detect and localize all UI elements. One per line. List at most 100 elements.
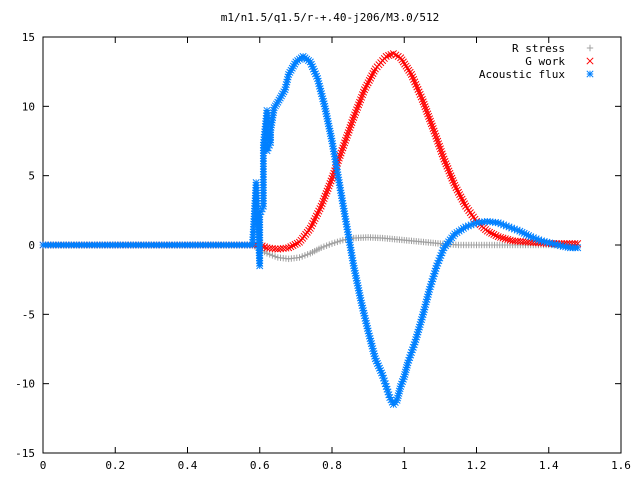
data-point bbox=[362, 83, 370, 91]
data-point bbox=[341, 136, 350, 144]
data-point bbox=[424, 110, 432, 118]
data-point bbox=[497, 233, 505, 241]
x-tick-label: 0.8 bbox=[322, 459, 342, 472]
data-point bbox=[504, 235, 512, 244]
data-point bbox=[360, 86, 369, 94]
data-point bbox=[354, 103, 362, 111]
data-point bbox=[499, 234, 507, 242]
data-point bbox=[437, 147, 445, 155]
data-point bbox=[460, 200, 469, 208]
data-point bbox=[435, 140, 443, 148]
data-point bbox=[321, 192, 329, 200]
data-point bbox=[441, 157, 449, 165]
x-tick-label: 1.4 bbox=[539, 459, 559, 472]
data-point bbox=[450, 179, 458, 187]
data-point bbox=[334, 238, 341, 246]
data-point bbox=[425, 112, 433, 120]
legend-marker bbox=[586, 57, 594, 65]
data-point bbox=[405, 66, 413, 74]
data-point bbox=[435, 142, 444, 150]
data-point bbox=[287, 243, 295, 251]
data-point bbox=[494, 233, 502, 241]
data-point bbox=[442, 160, 450, 168]
data-point bbox=[324, 184, 332, 193]
data-point bbox=[357, 96, 365, 104]
data-point bbox=[430, 127, 438, 135]
data-point bbox=[451, 181, 459, 189]
data-point bbox=[351, 111, 359, 119]
data-point bbox=[322, 190, 330, 198]
data-point bbox=[501, 235, 509, 243]
data-point bbox=[439, 152, 447, 161]
data-point bbox=[366, 74, 375, 82]
data-point bbox=[419, 98, 427, 106]
data-point bbox=[418, 95, 426, 103]
series-acoustic-flux bbox=[39, 52, 582, 409]
data-point bbox=[483, 227, 491, 235]
data-point bbox=[289, 242, 297, 250]
x-tick-label: 0.2 bbox=[105, 459, 125, 472]
data-point bbox=[432, 132, 440, 140]
data-point bbox=[339, 144, 347, 152]
data-point bbox=[331, 239, 338, 246]
data-point bbox=[459, 197, 467, 206]
data-point bbox=[317, 244, 325, 251]
data-point bbox=[344, 129, 352, 137]
data-point bbox=[370, 67, 378, 75]
data-point bbox=[401, 60, 409, 68]
legend-marker bbox=[586, 70, 594, 78]
y-tick-label: 5 bbox=[28, 170, 35, 183]
data-point bbox=[422, 105, 430, 113]
data-point bbox=[327, 177, 335, 185]
data-point bbox=[452, 184, 460, 192]
series-layer bbox=[39, 50, 582, 409]
data-point bbox=[369, 69, 377, 78]
data-point bbox=[347, 121, 355, 129]
data-point bbox=[485, 228, 494, 236]
data-point bbox=[350, 113, 358, 121]
data-point bbox=[348, 118, 356, 127]
data-point bbox=[364, 79, 372, 87]
data-point bbox=[428, 122, 436, 130]
data-point bbox=[426, 117, 434, 125]
data-point bbox=[269, 252, 276, 259]
data-point bbox=[326, 179, 334, 188]
data-point bbox=[325, 182, 333, 190]
data-point bbox=[341, 139, 349, 147]
data-point bbox=[291, 240, 299, 248]
data-point bbox=[320, 195, 328, 203]
data-point bbox=[358, 91, 367, 99]
data-point bbox=[492, 232, 500, 240]
data-point bbox=[337, 149, 345, 157]
data-point bbox=[443, 162, 451, 170]
legend-label: R stress bbox=[512, 42, 565, 55]
data-point bbox=[446, 169, 454, 177]
x-tick-label: 1 bbox=[401, 459, 408, 472]
data-point bbox=[420, 100, 428, 108]
legend-marker bbox=[586, 44, 594, 52]
x-tick-label: 0.6 bbox=[250, 459, 270, 472]
data-point bbox=[356, 98, 364, 106]
data-point bbox=[445, 167, 453, 175]
data-point bbox=[355, 101, 363, 109]
data-point bbox=[340, 141, 348, 149]
data-point bbox=[358, 93, 366, 101]
data-point bbox=[433, 135, 441, 143]
data-point bbox=[319, 197, 327, 205]
chart-title: m1/n1.5/q1.5/r-+.40-j206/M3.0/512 bbox=[221, 11, 440, 24]
data-point bbox=[457, 193, 465, 201]
x-tick-label: 0 bbox=[40, 459, 47, 472]
data-point bbox=[403, 64, 411, 72]
data-point bbox=[454, 188, 462, 196]
y-tick-label: -10 bbox=[15, 378, 35, 391]
data-point bbox=[421, 103, 429, 111]
y-tick-label: 15 bbox=[22, 31, 35, 44]
data-point bbox=[353, 106, 361, 114]
data-point bbox=[431, 130, 439, 138]
x-tick-label: 1.6 bbox=[611, 459, 631, 472]
data-point bbox=[296, 254, 303, 261]
data-point bbox=[346, 124, 354, 132]
data-point bbox=[458, 195, 466, 203]
